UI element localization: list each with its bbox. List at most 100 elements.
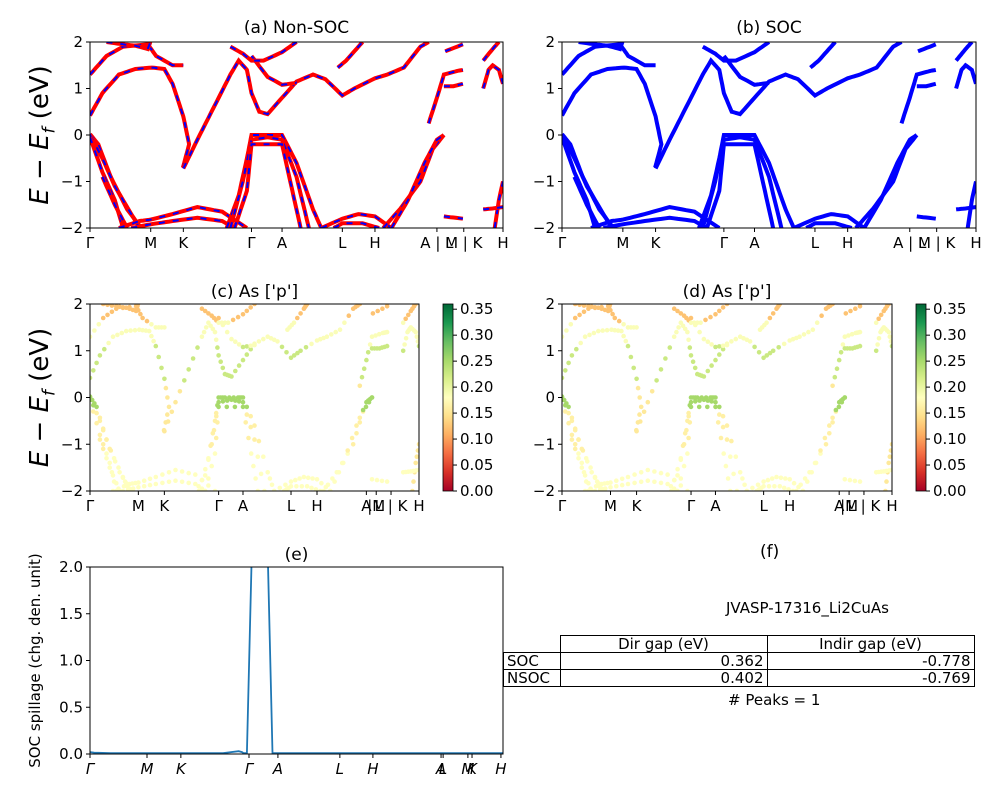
projection-point [363,404,369,410]
projection-point [619,482,625,488]
projection-point [806,329,811,335]
projection-point [216,353,221,358]
projection-point [840,342,846,347]
projection-point [224,329,230,335]
panel-d-ytick-label: 0 [545,389,555,407]
panel-e-xtick-label: A [272,760,283,778]
projection-point [193,481,198,487]
projection-point [685,451,690,456]
band-line [862,133,918,228]
projection-point [765,477,771,483]
projection-point [833,407,839,413]
projection-point [581,304,587,308]
projection-point [206,476,211,481]
projection-point [645,399,651,405]
projection-point [592,474,598,480]
projection-point [684,427,689,433]
projection-point [696,404,702,410]
projection-point [720,346,726,352]
projection-point [873,320,879,326]
projection-point [332,479,337,484]
band-line [917,42,937,54]
panel-c-title: (c) As ['p'] [211,282,298,302]
panel-e-ytick-label: 1.0 [59,652,83,670]
projection-point [106,340,111,346]
projection-point [365,350,371,355]
projection-point [697,398,702,403]
panel-c-colorbar-tick-label: 0.00 [460,482,493,500]
projection-point [836,357,842,363]
projection-point [721,451,726,456]
projection-point [809,470,814,475]
projection-point [668,484,674,489]
projection-point [685,488,690,491]
projection-point [165,419,171,424]
projection-point [162,325,167,330]
panel-d-colorbar-tick-label: 0.30 [933,326,966,344]
projection-point [698,320,703,326]
projection-point [252,342,257,348]
projection-point [800,488,806,491]
projection-point [252,304,257,307]
band-line-dash [182,42,430,169]
projection-point [104,437,109,442]
projection-point [857,304,863,309]
projection-point [777,484,783,489]
projection-point [138,311,143,317]
panel-d-xtick-label: L | K [848,497,882,515]
projection-point [216,320,221,326]
projection-point [199,477,205,483]
panel-e-ylabel: SOC spillage (chg. den. unit) [26,553,44,768]
projection-point [681,442,687,447]
panel-b-bands [562,42,976,228]
panel-c-colorbar-tick-label: 0.25 [460,352,493,370]
projection-point [849,331,855,337]
projection-point [361,366,367,372]
projection-point [413,304,418,307]
projection-point [755,482,761,488]
projection-point [102,346,107,352]
projection-point [166,404,172,410]
projection-point [562,334,565,339]
projection-point [744,488,750,491]
projection-point [637,412,642,417]
projection-point [305,475,311,481]
projection-point [715,420,721,425]
projection-point [110,473,116,478]
projection-point [246,435,251,441]
projection-point [720,424,726,430]
panel-e-series [90,567,503,754]
projection-point [720,413,726,419]
projection-point [248,343,253,349]
projection-point [818,448,823,453]
projection-point [100,442,106,447]
projection-point [357,415,363,421]
panel-c-ytick-label: −1 [61,435,83,453]
projection-point [658,470,664,476]
projection-point [569,353,575,358]
projection-point [416,343,419,349]
projection-point [244,404,250,410]
projection-point [564,328,569,333]
projection-point [298,348,303,354]
projection-point [384,304,390,309]
band-line-dash [493,181,503,228]
projection-point [141,483,147,489]
projection-point [853,306,858,312]
gap-table-row-label: SOC [503,652,561,670]
projection-point [878,312,884,318]
projection-point [645,467,651,473]
projection-point [781,341,787,347]
projection-point [255,488,261,491]
projection-point [206,311,211,316]
projection-point [120,488,126,491]
gap-table-header-row: Dir gap (eV) Indir gap (eV) [503,635,975,653]
projection-point [115,332,120,338]
projection-point [717,412,722,417]
projection-point [248,305,253,310]
projection-point [202,488,208,491]
projection-point [92,328,97,333]
panel-c-xtick-label: K [159,497,170,515]
projection-point [566,360,571,366]
